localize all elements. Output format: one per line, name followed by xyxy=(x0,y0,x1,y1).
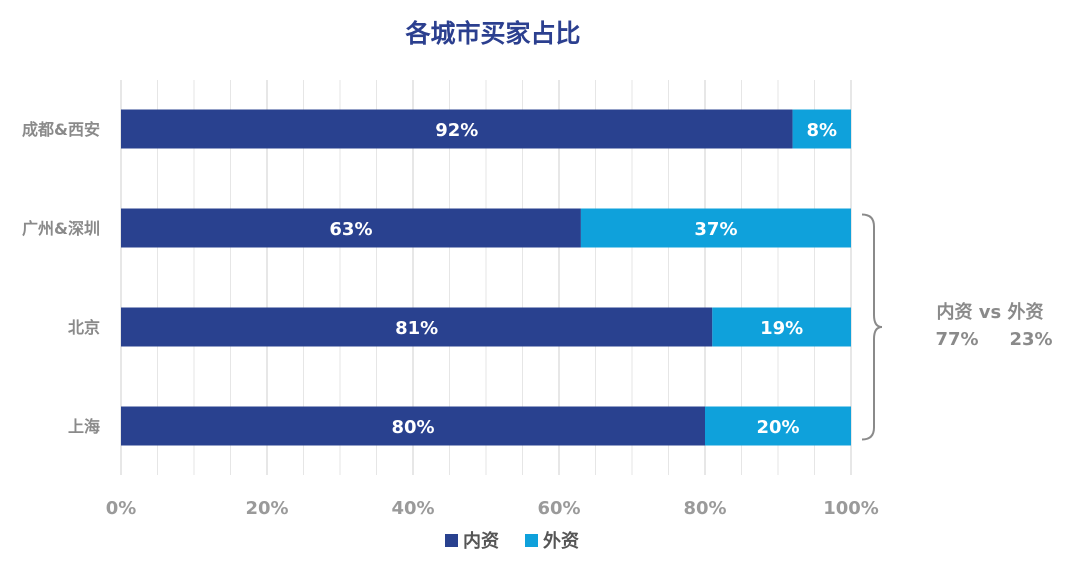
bar-segment-foreign xyxy=(792,109,851,149)
bar-data-label: 80% xyxy=(391,417,434,438)
x-tick-label: 100% xyxy=(823,498,879,519)
annotation-domestic-share: 77% xyxy=(935,329,978,350)
bar-data-label: 19% xyxy=(760,318,803,339)
category-label: 上海 xyxy=(68,417,100,436)
bar-segment-foreign xyxy=(705,406,851,446)
value-axis: 0% 20% 40% 60% 80% 100% xyxy=(106,498,879,519)
bar-data-label: 63% xyxy=(329,219,372,240)
bar-data-label: 37% xyxy=(694,219,737,240)
category-label: 广州&深圳 xyxy=(22,219,100,238)
bar-segment-domestic xyxy=(121,109,793,149)
legend: 内资 外资 xyxy=(445,530,579,552)
x-tick-label: 80% xyxy=(683,498,726,519)
category-label: 北京 xyxy=(68,318,100,337)
bar-data-label: 81% xyxy=(395,318,438,339)
legend-swatch xyxy=(525,534,538,547)
bar-segment-domestic xyxy=(121,406,705,446)
x-tick-label: 20% xyxy=(245,498,288,519)
bar-data-label: 8% xyxy=(807,120,838,141)
x-tick-label: 40% xyxy=(391,498,434,519)
bar-segment-domestic xyxy=(121,307,713,347)
bar-data-label: 92% xyxy=(435,120,478,141)
x-tick-label: 0% xyxy=(106,498,137,519)
category-label: 成都&西安 xyxy=(22,120,100,139)
plot-area: 92% 8% 63% 37% 81% 19% 80% 20% xyxy=(121,109,851,446)
annotation-foreign-share: 23% xyxy=(1009,329,1052,350)
bar-segment-foreign xyxy=(712,307,851,347)
legend-swatch xyxy=(445,534,458,547)
chart-title: 各城市买家占比 xyxy=(404,19,580,48)
legend-label: 内资 xyxy=(463,530,499,552)
brace-bracket xyxy=(861,213,883,441)
bar-segment-foreign xyxy=(580,208,851,248)
annotation-title: 内资 vs 外资 xyxy=(937,301,1044,323)
annotation: 内资 vs 外资 77% 23% xyxy=(861,213,1053,441)
x-tick-label: 60% xyxy=(537,498,580,519)
bar-data-label: 20% xyxy=(756,417,799,438)
legend-label: 外资 xyxy=(543,530,579,552)
bar-segment-domestic xyxy=(121,208,581,248)
